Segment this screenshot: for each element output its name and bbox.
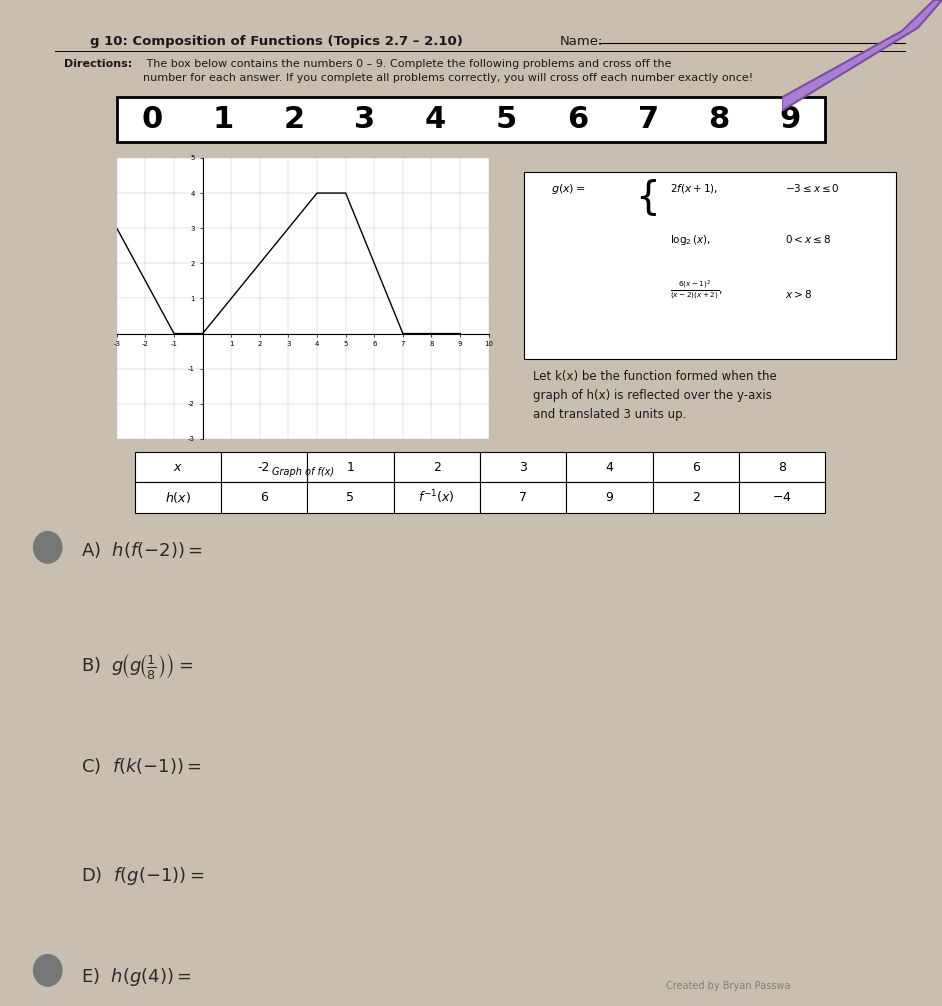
Text: $f^{-1}(x)$: $f^{-1}(x)$ — [418, 489, 455, 506]
Text: Name:: Name: — [560, 35, 603, 47]
Bar — [394, 482, 479, 513]
Text: $\log_2(x),$: $\log_2(x),$ — [671, 232, 711, 246]
Bar — [479, 452, 566, 482]
Text: 6: 6 — [567, 105, 588, 134]
Text: -2: -2 — [258, 461, 270, 474]
Circle shape — [34, 955, 62, 986]
Bar — [135, 482, 220, 513]
Bar — [479, 482, 566, 513]
Bar — [117, 97, 825, 142]
Text: 0: 0 — [141, 105, 163, 134]
Text: 9: 9 — [779, 105, 801, 134]
Text: 7: 7 — [519, 491, 527, 504]
Bar — [220, 482, 307, 513]
Text: Graph of f(x): Graph of f(x) — [271, 468, 333, 478]
Bar — [307, 482, 394, 513]
Text: g 10: Composition of Functions (Topics 2.7 – 2.10): g 10: Composition of Functions (Topics 2… — [90, 35, 463, 47]
Text: Directions:: Directions: — [64, 59, 132, 69]
Text: $h(x)$: $h(x)$ — [165, 490, 190, 505]
Text: $2f(x+1),$: $2f(x+1),$ — [671, 182, 719, 194]
Bar — [394, 452, 479, 482]
Bar — [524, 172, 896, 359]
Bar — [566, 482, 653, 513]
Text: 8: 8 — [708, 105, 729, 134]
Bar — [739, 452, 825, 482]
Bar — [653, 482, 739, 513]
Text: 1: 1 — [347, 461, 354, 474]
Text: 4: 4 — [606, 461, 613, 474]
Text: 2: 2 — [691, 491, 700, 504]
Text: Created by Bryan Passwa: Created by Bryan Passwa — [666, 981, 790, 991]
Text: $\frac{6(x-1)^2}{(x-2)(x+2)},$: $\frac{6(x-1)^2}{(x-2)(x+2)},$ — [671, 279, 723, 301]
Circle shape — [34, 531, 62, 563]
Text: D)  $f(g(-1))=$: D) $f(g(-1))=$ — [81, 865, 204, 887]
Text: 5: 5 — [347, 491, 354, 504]
Text: 4: 4 — [425, 105, 447, 134]
Text: 9: 9 — [606, 491, 613, 504]
Text: Let k(x) be the function formed when the
graph of h(x) is reflected over the y-a: Let k(x) be the function formed when the… — [533, 370, 777, 421]
Text: 3: 3 — [354, 105, 375, 134]
Text: 1: 1 — [213, 105, 234, 134]
Text: $-4$: $-4$ — [772, 491, 792, 504]
Text: E)  $h(g(4))=$: E) $h(g(4))=$ — [81, 967, 192, 988]
Bar — [307, 452, 394, 482]
Text: 5: 5 — [495, 105, 517, 134]
Text: 2: 2 — [432, 461, 441, 474]
Text: 8: 8 — [778, 461, 786, 474]
Text: B)  $g\!\left(g\!\left(\frac{1}{8}\right)\right)=$: B) $g\!\left(g\!\left(\frac{1}{8}\right)… — [81, 651, 194, 681]
Text: 6: 6 — [260, 491, 268, 504]
Text: A)  $h(f(-2))=$: A) $h(f(-2))=$ — [81, 540, 203, 560]
Text: 7: 7 — [638, 105, 658, 134]
Bar — [220, 452, 307, 482]
Bar — [135, 452, 220, 482]
Text: $x>8$: $x>8$ — [786, 288, 812, 300]
Text: The box below contains the numbers 0 – 9. Complete the following problems and cr: The box below contains the numbers 0 – 9… — [143, 59, 754, 83]
Text: $x$: $x$ — [172, 461, 183, 474]
Text: $\{$: $\{$ — [635, 177, 657, 217]
Bar — [653, 452, 739, 482]
Text: $0 < x\leq 8$: $0 < x\leq 8$ — [786, 232, 832, 244]
Bar — [566, 452, 653, 482]
Text: C)  $f(k(-1))=$: C) $f(k(-1))=$ — [81, 757, 203, 777]
Text: $-3\leq x\leq 0$: $-3\leq x\leq 0$ — [786, 182, 840, 193]
Text: $g(x)=$: $g(x)=$ — [551, 182, 585, 195]
Bar — [739, 482, 825, 513]
Text: 2: 2 — [284, 105, 304, 134]
Polygon shape — [782, 0, 942, 111]
Text: 6: 6 — [691, 461, 700, 474]
Text: 3: 3 — [519, 461, 527, 474]
